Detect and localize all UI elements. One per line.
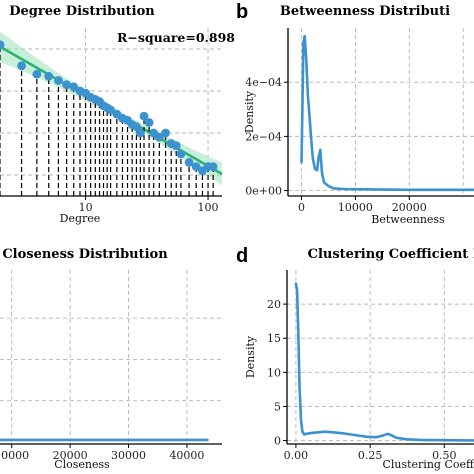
degree-point-30 (191, 162, 201, 172)
degree-point-27 (171, 141, 181, 151)
betweenness-density-line (300, 34, 474, 192)
closeness-distribution-panel: Closeness Distribution 10000 20000 30000 40… (0, 247, 222, 471)
degree-point-22 (144, 118, 154, 127)
pD-y-tick-label-3: 15 (267, 332, 281, 345)
pB-y-tick-label-1: 2e−04 (245, 130, 282, 143)
degree-point-21 (139, 111, 149, 121)
degree-x-axis-label: Degree (60, 212, 101, 225)
pB-x-tick-label-2: 20000 (392, 201, 427, 214)
panel-letter-b: b (236, 1, 248, 23)
pC-x-tick-label-0: 10000 (0, 449, 29, 462)
degree-x-tick-label-1: 100 (198, 201, 219, 214)
pD-y-tick-label-1: 5 (274, 400, 281, 413)
clustering-chart-title: Clustering Coefficient De (308, 247, 474, 262)
degree-point-3 (44, 71, 54, 81)
degree-point-1 (17, 61, 26, 71)
pC-x-tick-label-3: 40000 (169, 449, 204, 462)
degree-point-24 (154, 132, 164, 142)
pC-x-tick-label-2: 30000 (111, 449, 146, 462)
degree-point-29 (184, 158, 194, 167)
betweenness-chart-title: Betweenness Distributi (280, 4, 450, 19)
degree-point-25 (161, 128, 170, 138)
clustering-x-axis-label: Clustering Coefficie (382, 458, 474, 471)
panel-letter-d: d (236, 245, 248, 267)
pD-y-tick-label-0: 0 (274, 435, 281, 448)
pB-y-tick-label-0: 0e+00 (245, 185, 282, 198)
pB-y-tick-label-2: 4e−04 (245, 76, 282, 89)
pD-y-tick-label-2: 10 (267, 366, 281, 379)
clustering-density-line (294, 282, 474, 442)
pB-x-tick-label-0: 0 (298, 201, 305, 214)
degree-point-6 (69, 82, 79, 92)
degree-point-0 (0, 40, 5, 50)
degree-point-33 (208, 162, 218, 172)
degree-point-4 (54, 76, 63, 85)
pB-x-tick-label-1: 10000 (338, 201, 373, 214)
degree-point-5 (62, 80, 72, 90)
clustering-coefficient-panel: d Clustering Coefficient De 0.00 0.25 0.50… (236, 245, 474, 471)
pD-y-tick-label-4: 20 (267, 298, 281, 311)
pD-x-tick-label-0: 0.00 (284, 449, 309, 462)
degree-point-19 (132, 122, 141, 132)
betweenness-distribution-panel: b Betweenness Distributi 0 10000 20000 0e+0… (236, 1, 474, 226)
r-square-annotation: R−square=0.898 (117, 30, 235, 45)
betweenness-x-axis-label: Betweenness (371, 213, 445, 226)
pD-x-tick-label-1: 0.25 (358, 449, 383, 462)
degree-point-20 (135, 128, 145, 138)
clustering-y-axis-label: Density (244, 335, 257, 378)
degree-point-2 (32, 69, 42, 79)
degree-x-tick-label-0: 10 (79, 201, 93, 214)
degree-point-28 (176, 149, 186, 159)
pD-x-tick-label-2: 0.50 (432, 449, 457, 462)
degree-point-14 (106, 105, 115, 115)
betweenness-y-axis-label: Density (243, 90, 256, 133)
closeness-x-axis-label: Closeness (54, 458, 110, 471)
pC-x-tick-label-1: 20000 (53, 449, 88, 462)
closeness-chart-title: Closeness Distribution (2, 247, 168, 262)
degree-distribution-panel: Degree Distribution R−square=0.898 10 100… (0, 4, 235, 225)
degree-chart-title: Degree Distribution (9, 4, 155, 19)
